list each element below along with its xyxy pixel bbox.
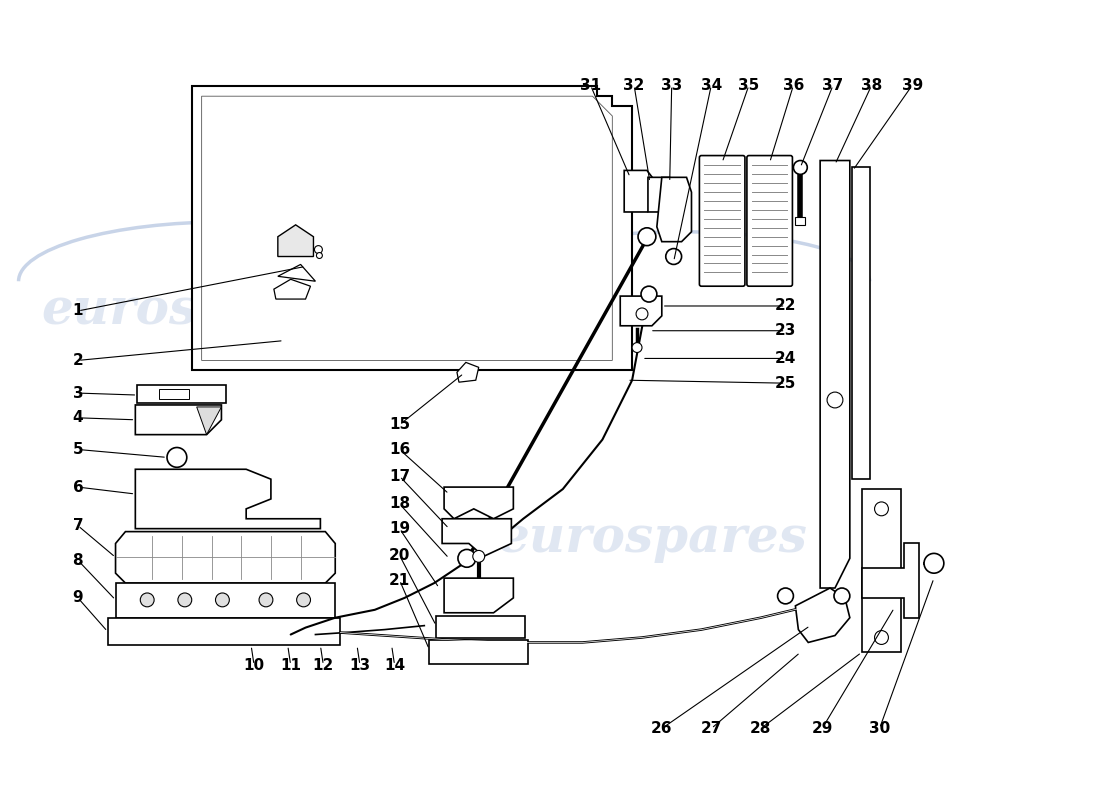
Text: 36: 36 [783,78,804,93]
Text: 7: 7 [73,518,84,533]
Text: 19: 19 [389,521,410,536]
Polygon shape [821,161,850,588]
Polygon shape [191,86,632,370]
Text: 16: 16 [389,442,410,457]
Circle shape [473,550,485,562]
Text: 10: 10 [243,658,265,673]
Text: 32: 32 [624,78,645,93]
Circle shape [778,588,793,604]
Polygon shape [197,407,221,434]
Text: 12: 12 [312,658,334,673]
Circle shape [793,161,807,174]
Polygon shape [442,518,512,556]
Text: eurospares: eurospares [42,286,352,335]
Text: 18: 18 [389,497,410,511]
Text: 26: 26 [651,721,672,736]
Polygon shape [624,170,660,212]
Text: 22: 22 [774,298,796,314]
Circle shape [827,392,843,408]
Text: 9: 9 [73,590,84,606]
Text: 15: 15 [389,418,410,432]
Polygon shape [861,543,920,618]
Text: 14: 14 [384,658,405,673]
FancyBboxPatch shape [429,641,528,664]
Text: 11: 11 [280,658,301,673]
Polygon shape [278,225,314,257]
FancyBboxPatch shape [861,489,901,652]
Text: 8: 8 [73,553,84,568]
Text: 33: 33 [661,78,682,93]
Circle shape [141,593,154,607]
Circle shape [874,502,889,516]
Polygon shape [135,470,320,529]
FancyBboxPatch shape [700,155,745,286]
Circle shape [636,308,648,320]
Text: 13: 13 [350,658,371,673]
Polygon shape [851,167,870,479]
Text: 28: 28 [750,721,771,736]
Text: 31: 31 [580,78,601,93]
Circle shape [216,593,229,607]
Text: 24: 24 [774,351,796,366]
Polygon shape [795,588,850,642]
Text: 5: 5 [73,442,84,457]
Text: eurospares: eurospares [497,514,806,563]
Text: 34: 34 [701,78,722,93]
Circle shape [924,554,944,573]
Polygon shape [116,583,336,618]
Text: 21: 21 [389,573,410,588]
Circle shape [317,253,322,258]
Polygon shape [135,405,221,434]
Circle shape [315,246,322,254]
Polygon shape [444,487,514,518]
Text: 3: 3 [73,386,84,401]
Circle shape [178,593,191,607]
FancyBboxPatch shape [437,616,525,638]
Text: 25: 25 [774,376,796,390]
Text: 35: 35 [738,78,759,93]
Polygon shape [648,178,673,212]
Polygon shape [108,618,340,646]
FancyBboxPatch shape [747,155,792,286]
Polygon shape [620,296,662,326]
Circle shape [666,249,682,265]
Text: 4: 4 [73,410,84,426]
Text: 1: 1 [73,303,84,318]
Text: 38: 38 [861,78,882,93]
Text: 27: 27 [701,721,722,736]
Text: 6: 6 [73,479,84,494]
Circle shape [632,342,642,353]
FancyBboxPatch shape [138,385,227,403]
Circle shape [641,286,657,302]
Text: 30: 30 [869,721,890,736]
Circle shape [297,593,310,607]
Text: 20: 20 [389,548,410,563]
Polygon shape [116,532,336,583]
Polygon shape [278,265,316,282]
Circle shape [874,630,889,645]
Polygon shape [444,578,514,613]
Circle shape [258,593,273,607]
Text: 17: 17 [389,469,410,484]
Text: 37: 37 [823,78,844,93]
Polygon shape [456,362,478,382]
Circle shape [458,550,476,567]
Circle shape [638,228,656,246]
FancyBboxPatch shape [795,217,805,225]
Text: 29: 29 [812,721,833,736]
Polygon shape [657,178,692,242]
Circle shape [834,588,850,604]
Text: 23: 23 [774,323,796,338]
Polygon shape [274,279,310,299]
Text: 39: 39 [902,78,923,93]
Circle shape [167,447,187,467]
Text: 2: 2 [73,353,84,368]
